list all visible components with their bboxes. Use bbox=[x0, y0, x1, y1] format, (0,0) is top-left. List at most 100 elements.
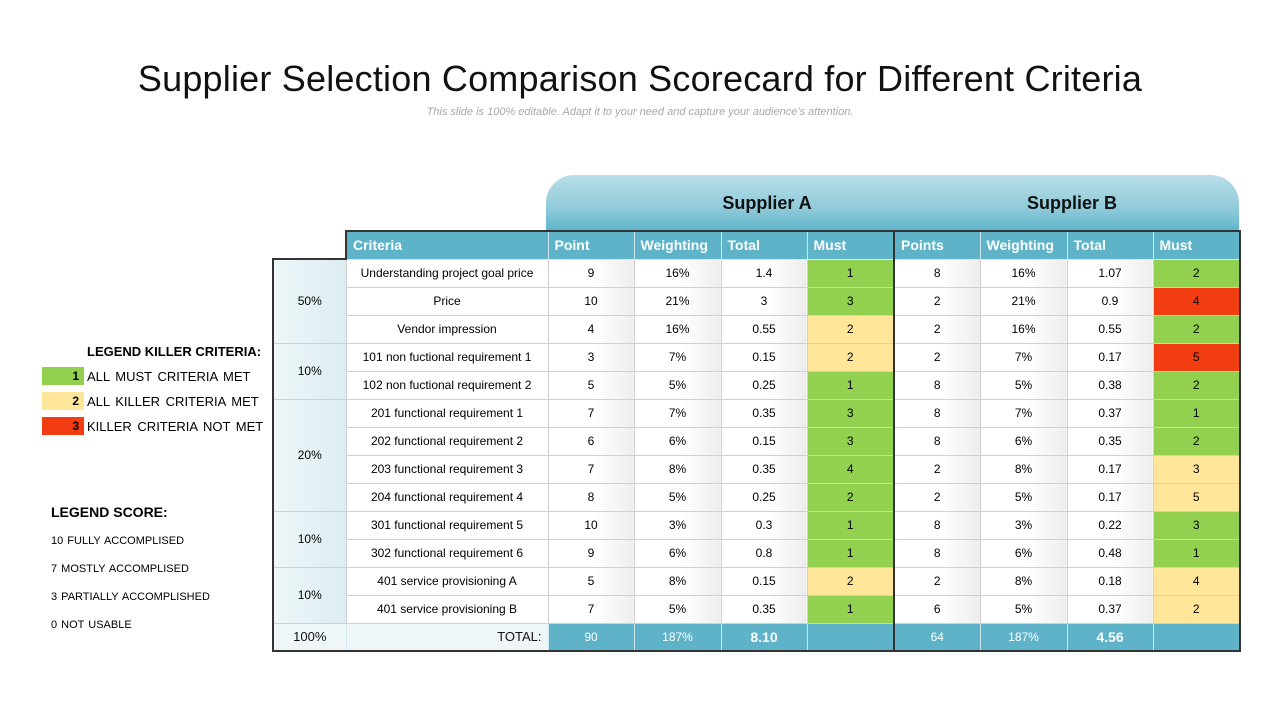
legend-killer-text: ALL KILLER CRITERIA MET bbox=[87, 393, 259, 409]
b-weighting-cell: 8% bbox=[979, 454, 1068, 484]
b-must-cell: 4 bbox=[1152, 566, 1241, 596]
a-point-cell: 6 bbox=[547, 426, 635, 456]
a-total-cell: 0.35 bbox=[720, 594, 808, 624]
a-weighting-cell: 5% bbox=[633, 370, 722, 400]
b-must-cell: 5 bbox=[1152, 342, 1241, 372]
table-row: 401 service provisioning B 7 5% 0.35 1 6… bbox=[273, 594, 1241, 624]
criteria-cell: 302 functional requirement 6 bbox=[345, 538, 549, 568]
b-total-score: 4.56 bbox=[1066, 622, 1154, 652]
b-points-cell: 8 bbox=[893, 370, 981, 400]
a-point-cell: 4 bbox=[547, 314, 635, 344]
b-weighting-cell: 7% bbox=[979, 342, 1068, 372]
criteria-cell: 102 non fuctional requirement 2 bbox=[345, 370, 549, 400]
a-point-cell: 5 bbox=[547, 566, 635, 596]
a-total-cell: 1.4 bbox=[720, 258, 808, 288]
legend-score-item: 10 FULLY ACCOMPLISED bbox=[51, 535, 185, 547]
a-total-cell: 0.15 bbox=[720, 342, 808, 372]
a-weighting-cell: 7% bbox=[633, 342, 722, 372]
supplier-header-band bbox=[546, 175, 1239, 231]
b-weighting-cell: 8% bbox=[979, 566, 1068, 596]
table-row: 50% Understanding project goal price 9 1… bbox=[272, 258, 1241, 344]
a-must-cell: 3 bbox=[806, 398, 895, 428]
legend-swatch-yellow: 2 bbox=[42, 392, 84, 410]
b-points-cell: 8 bbox=[893, 426, 981, 456]
b-total-must bbox=[1152, 622, 1241, 652]
a-weighting-cell: 5% bbox=[633, 482, 722, 512]
a-total-must bbox=[806, 622, 895, 652]
a-point-cell: 10 bbox=[547, 286, 635, 316]
a-total-cell: 0.3 bbox=[720, 510, 808, 540]
group-weight: 50% bbox=[272, 258, 347, 344]
a-must-cell: 2 bbox=[806, 482, 895, 512]
b-must-cell: 3 bbox=[1152, 454, 1241, 484]
b-points-cell: 2 bbox=[893, 454, 981, 484]
legend-killer-item: 3 KILLER CRITERIA NOT MET bbox=[42, 417, 263, 435]
a-must-cell: 2 bbox=[806, 314, 895, 344]
a-total-weighting: 187% bbox=[633, 622, 722, 652]
a-must-cell: 4 bbox=[806, 454, 895, 484]
b-weighting-cell: 7% bbox=[979, 398, 1068, 428]
scorecard-table: Criteria Point Weighting Total Must Poin… bbox=[272, 230, 1241, 652]
b-points-cell: 8 bbox=[893, 538, 981, 568]
a-weighting-cell: 6% bbox=[633, 538, 722, 568]
b-total-cell: 0.37 bbox=[1066, 398, 1154, 428]
a-weighting-header: Weighting bbox=[633, 230, 722, 260]
b-must-cell: 1 bbox=[1152, 538, 1241, 568]
b-total-cell: 0.35 bbox=[1066, 426, 1154, 456]
a-must-cell: 1 bbox=[806, 510, 895, 540]
b-must-cell: 2 bbox=[1152, 426, 1241, 456]
a-weighting-cell: 21% bbox=[633, 286, 722, 316]
criteria-cell: 201 functional requirement 1 bbox=[345, 398, 549, 428]
b-total-cell: 0.17 bbox=[1066, 482, 1154, 512]
b-total-cell: 0.17 bbox=[1066, 342, 1154, 372]
table-row: 202 functional requirement 2 6 6% 0.15 3… bbox=[273, 426, 1241, 456]
legend-killer-title: LEGEND KILLER CRITERIA: bbox=[87, 344, 262, 359]
group-weight: 10% bbox=[272, 566, 347, 624]
b-must-cell: 5 bbox=[1152, 482, 1241, 512]
legend-swatch-green: 1 bbox=[42, 367, 84, 385]
weight-header-blank bbox=[273, 231, 346, 260]
a-total-header: Total bbox=[720, 230, 808, 260]
table-row: Price 10 21% 3 3 2 21% 0.9 4 bbox=[273, 286, 1241, 316]
b-total-header: Total bbox=[1066, 230, 1154, 260]
b-points-cell: 2 bbox=[893, 286, 981, 316]
legend-score-title: LEGEND SCORE: bbox=[51, 504, 168, 520]
a-point-cell: 7 bbox=[547, 454, 635, 484]
b-must-cell: 2 bbox=[1152, 314, 1241, 344]
table-row: Vendor impression 4 16% 0.55 2 2 16% 0.5… bbox=[273, 314, 1241, 344]
a-point-cell: 10 bbox=[547, 510, 635, 540]
criteria-cell: 204 functional requirement 4 bbox=[345, 482, 549, 512]
a-total-cell: 0.25 bbox=[720, 482, 808, 512]
a-point-header: Point bbox=[547, 230, 635, 260]
table-row: 302 functional requirement 6 9 6% 0.8 1 … bbox=[273, 538, 1241, 568]
a-must-header: Must bbox=[806, 230, 895, 260]
legend-score-item: 7 MOSTLY ACCOMPLISED bbox=[51, 563, 189, 575]
a-must-cell: 1 bbox=[806, 258, 895, 288]
criteria-cell: 202 functional requirement 2 bbox=[345, 426, 549, 456]
total-row: 100% TOTAL: 90 187% 8.10 64 187% 4.56 bbox=[272, 622, 1241, 652]
a-must-cell: 1 bbox=[806, 538, 895, 568]
b-total-cell: 0.55 bbox=[1066, 314, 1154, 344]
criteria-cell: Vendor impression bbox=[345, 314, 549, 344]
table-header-row: Criteria Point Weighting Total Must Poin… bbox=[273, 230, 1241, 260]
group-weight: 20% bbox=[272, 398, 347, 512]
b-must-cell: 4 bbox=[1152, 286, 1241, 316]
criteria-cell: Price bbox=[345, 286, 549, 316]
a-total-cell: 3 bbox=[720, 286, 808, 316]
a-total-score: 8.10 bbox=[720, 622, 808, 652]
legend-swatch-red: 3 bbox=[42, 417, 84, 435]
b-points-cell: 2 bbox=[893, 314, 981, 344]
b-weighting-cell: 5% bbox=[979, 594, 1068, 624]
b-weighting-cell: 5% bbox=[979, 370, 1068, 400]
table-row: 10% 301 functional requirement 5 10 3% 0… bbox=[272, 510, 1241, 568]
a-must-cell: 3 bbox=[806, 426, 895, 456]
a-weighting-cell: 6% bbox=[633, 426, 722, 456]
table-row: 204 functional requirement 4 8 5% 0.25 2… bbox=[273, 482, 1241, 512]
b-must-header: Must bbox=[1152, 230, 1241, 260]
b-weighting-header: Weighting bbox=[979, 230, 1068, 260]
a-must-cell: 1 bbox=[806, 370, 895, 400]
total-weight: 100% bbox=[272, 622, 347, 652]
page-subtitle: This slide is 100% editable. Adapt it to… bbox=[426, 106, 854, 118]
b-total-cell: 0.17 bbox=[1066, 454, 1154, 484]
a-must-cell: 2 bbox=[806, 566, 895, 596]
